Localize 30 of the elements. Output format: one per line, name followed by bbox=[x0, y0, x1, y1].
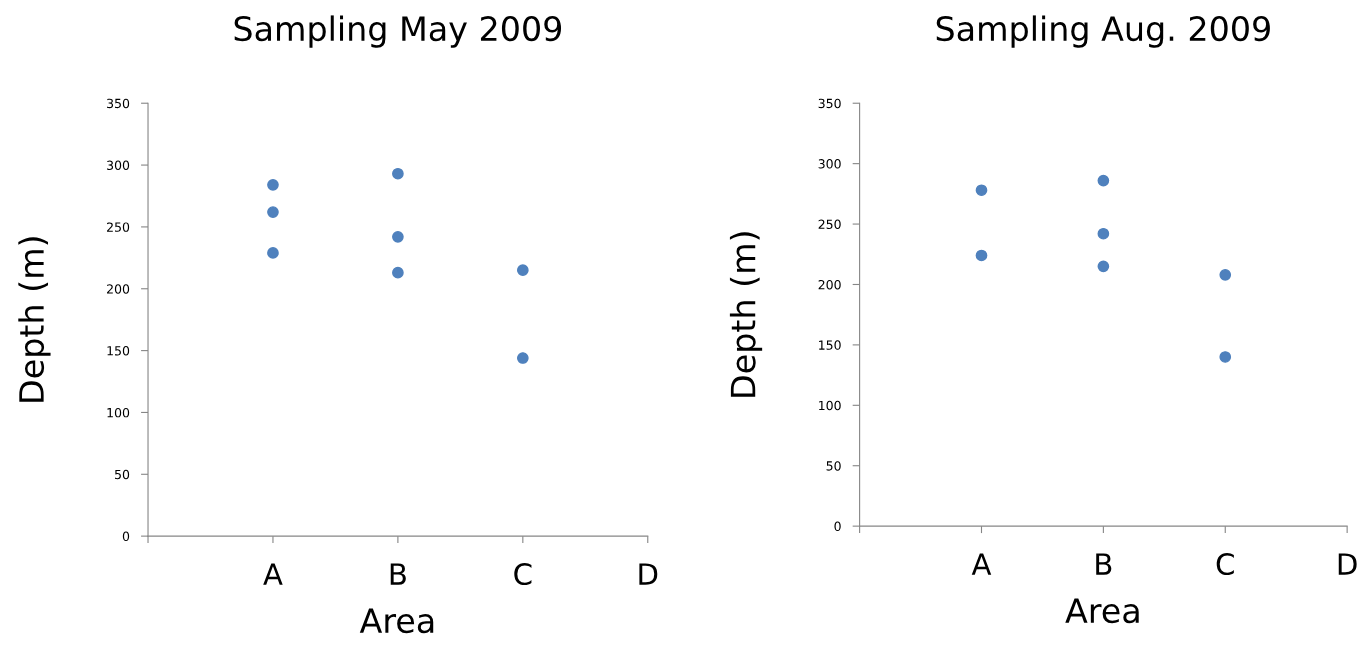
x-tick-label: D bbox=[639, 563, 658, 585]
y-tick-label: 250 bbox=[818, 219, 841, 229]
x-tick-label: A bbox=[971, 553, 992, 575]
y-tick-label: 50 bbox=[115, 469, 130, 480]
x-tick-label: C bbox=[1216, 553, 1234, 576]
y-axis-title: Depth (m) bbox=[729, 232, 763, 397]
y-tick-label: 150 bbox=[819, 340, 841, 350]
x-tick-label: B bbox=[390, 563, 406, 585]
x-axis-title: Area bbox=[359, 608, 434, 634]
y-tick-label: 200 bbox=[107, 284, 130, 294]
y-tick-label: 100 bbox=[819, 400, 841, 411]
y-tick-label: 350 bbox=[818, 98, 841, 109]
x-tick-label: D bbox=[1338, 553, 1357, 575]
y-tick-label: 50 bbox=[826, 461, 841, 471]
y-tick-label: 150 bbox=[107, 346, 130, 356]
y-tick-label: 300 bbox=[818, 159, 841, 169]
y-tick-label: 250 bbox=[107, 222, 130, 232]
y-tick-label: 300 bbox=[107, 160, 130, 170]
chart-title: Sampling May 2009 bbox=[234, 15, 562, 48]
y-tick-label: 350 bbox=[107, 98, 130, 109]
y-tick-label: 100 bbox=[107, 407, 130, 418]
y-tick-label: 0 bbox=[834, 521, 841, 532]
chart-title: Sampling Aug. 2009 bbox=[936, 15, 1270, 48]
x-tick-label: A bbox=[263, 563, 283, 585]
x-tick-label: B bbox=[1096, 553, 1112, 575]
y-tick-label: 0 bbox=[122, 531, 130, 542]
y-tick-label: 200 bbox=[818, 279, 841, 290]
x-tick-label: C bbox=[514, 563, 532, 586]
x-axis-title: Area bbox=[1065, 598, 1139, 624]
y-axis-title: Depth (m) bbox=[18, 237, 51, 402]
